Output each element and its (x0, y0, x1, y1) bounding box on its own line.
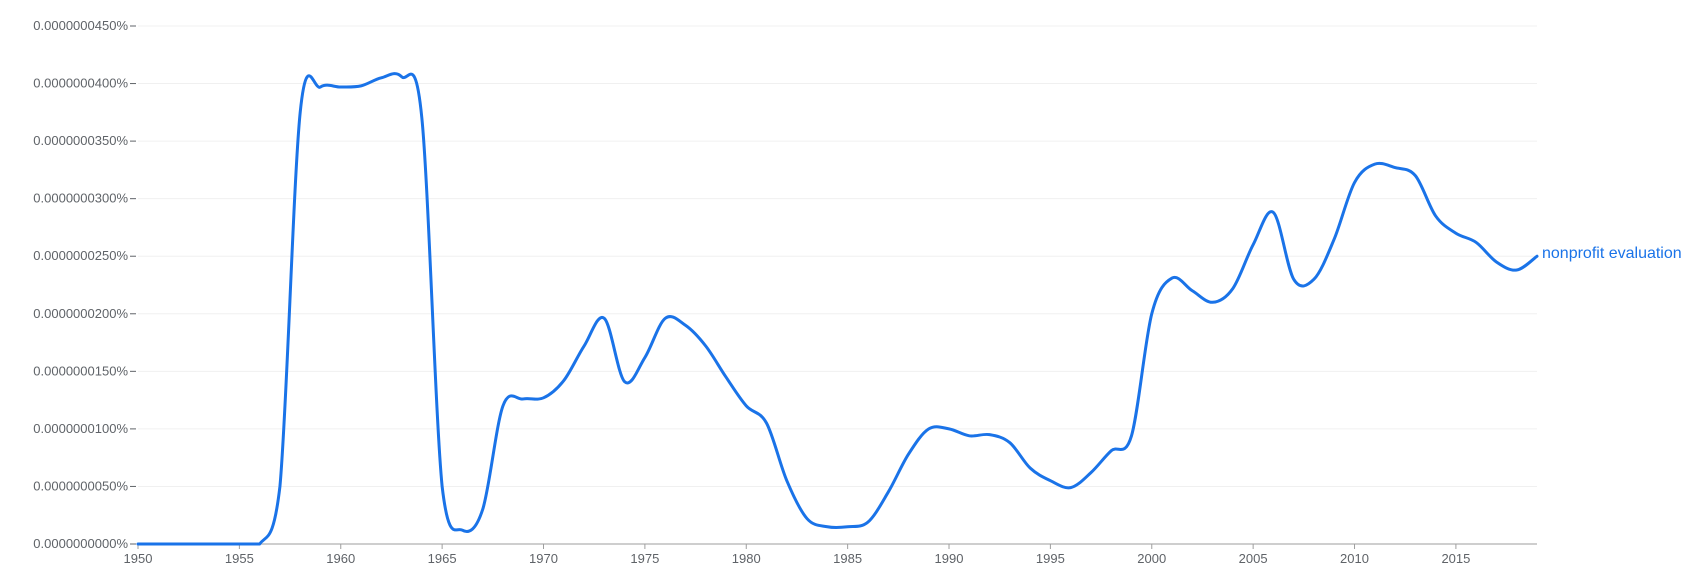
data-point (1129, 434, 1133, 438)
data-point (1515, 268, 1519, 272)
data-point (1292, 277, 1296, 281)
data-point (1393, 166, 1397, 170)
data-point (1312, 277, 1316, 281)
x-tick-label: 1985 (833, 551, 862, 566)
y-tick-label: 0.0000000050% (33, 478, 128, 493)
data-point (278, 484, 282, 488)
data-point (1251, 243, 1255, 247)
data-point (947, 427, 951, 431)
data-point (967, 434, 971, 438)
x-tick-label: 1955 (225, 551, 254, 566)
data-point (765, 421, 769, 425)
data-point (481, 507, 485, 511)
data-point (643, 356, 647, 360)
data-point (927, 427, 931, 431)
data-point (237, 542, 241, 546)
data-point (258, 542, 262, 546)
data-point (501, 404, 505, 408)
data-point (1109, 449, 1113, 453)
data-point (1434, 214, 1438, 218)
x-tick-label: 1960 (326, 551, 355, 566)
data-point (379, 76, 383, 80)
data-point (562, 379, 566, 383)
data-point (440, 484, 444, 488)
x-tick-label: 1990 (935, 551, 964, 566)
data-point (1373, 162, 1377, 166)
data-point (744, 404, 748, 408)
x-tick-label: 1965 (428, 551, 457, 566)
data-point (1048, 479, 1052, 483)
series-line (136, 72, 1539, 546)
data-point (846, 525, 850, 529)
data-point (400, 75, 404, 79)
data-point (298, 110, 302, 114)
data-point (724, 375, 728, 379)
x-tick-label: 1975 (630, 551, 659, 566)
data-point (420, 116, 424, 120)
x-tick-label: 2005 (1239, 551, 1268, 566)
data-point (582, 344, 586, 348)
y-tick-label: 0.0000000000% (33, 536, 128, 551)
x-tick-label: 1970 (529, 551, 558, 566)
y-tick-label: 0.0000000250% (33, 248, 128, 263)
x-tick-label: 1980 (732, 551, 761, 566)
data-point (339, 85, 343, 89)
data-point (602, 316, 606, 320)
data-point (460, 528, 464, 532)
data-point (785, 479, 789, 483)
data-point (542, 396, 546, 400)
data-point (1028, 466, 1032, 470)
x-tick-label: 2000 (1137, 551, 1166, 566)
data-point (988, 433, 992, 437)
y-tick-label: 0.0000000200% (33, 306, 128, 321)
data-point (136, 542, 140, 546)
data-point (1413, 174, 1417, 178)
data-point (521, 397, 525, 401)
x-tick-label: 1950 (124, 551, 153, 566)
data-point (156, 542, 160, 546)
data-point (1170, 276, 1174, 280)
series-label: nonprofit evaluation (1542, 245, 1682, 262)
data-point (805, 517, 809, 521)
data-point (1454, 231, 1458, 235)
data-point (663, 316, 667, 320)
y-tick-label: 0.0000000300% (33, 191, 128, 206)
data-point (866, 520, 870, 524)
x-tick-label: 2010 (1340, 551, 1369, 566)
y-tick-label: 0.0000000350% (33, 133, 128, 148)
data-point (1211, 300, 1215, 304)
y-tick-label: 0.0000000150% (33, 363, 128, 378)
data-point (1332, 237, 1336, 241)
data-point (1494, 260, 1498, 264)
data-point (177, 542, 181, 546)
data-point (704, 344, 708, 348)
x-tick-label: 2015 (1441, 551, 1470, 566)
data-point (217, 542, 221, 546)
y-tick-label: 0.0000000450% (33, 18, 128, 33)
y-tick-label: 0.0000000100% (33, 421, 128, 436)
data-point (1008, 441, 1012, 445)
data-point (825, 525, 829, 529)
data-point (1089, 471, 1093, 475)
data-point (623, 380, 627, 384)
data-point (886, 490, 890, 494)
data-point (1069, 486, 1073, 490)
data-point (1150, 312, 1154, 316)
data-point (1271, 210, 1275, 214)
data-point (1353, 181, 1357, 185)
data-point (1190, 289, 1194, 293)
y-tick-label: 0.0000000400% (33, 76, 128, 91)
data-point (906, 452, 910, 456)
data-point (683, 323, 687, 327)
data-point (1535, 254, 1539, 258)
data-point (1474, 240, 1478, 244)
data-point (318, 85, 322, 89)
data-point (197, 542, 201, 546)
x-tick-label: 1995 (1036, 551, 1065, 566)
data-point (1231, 286, 1235, 290)
data-point (359, 84, 363, 88)
